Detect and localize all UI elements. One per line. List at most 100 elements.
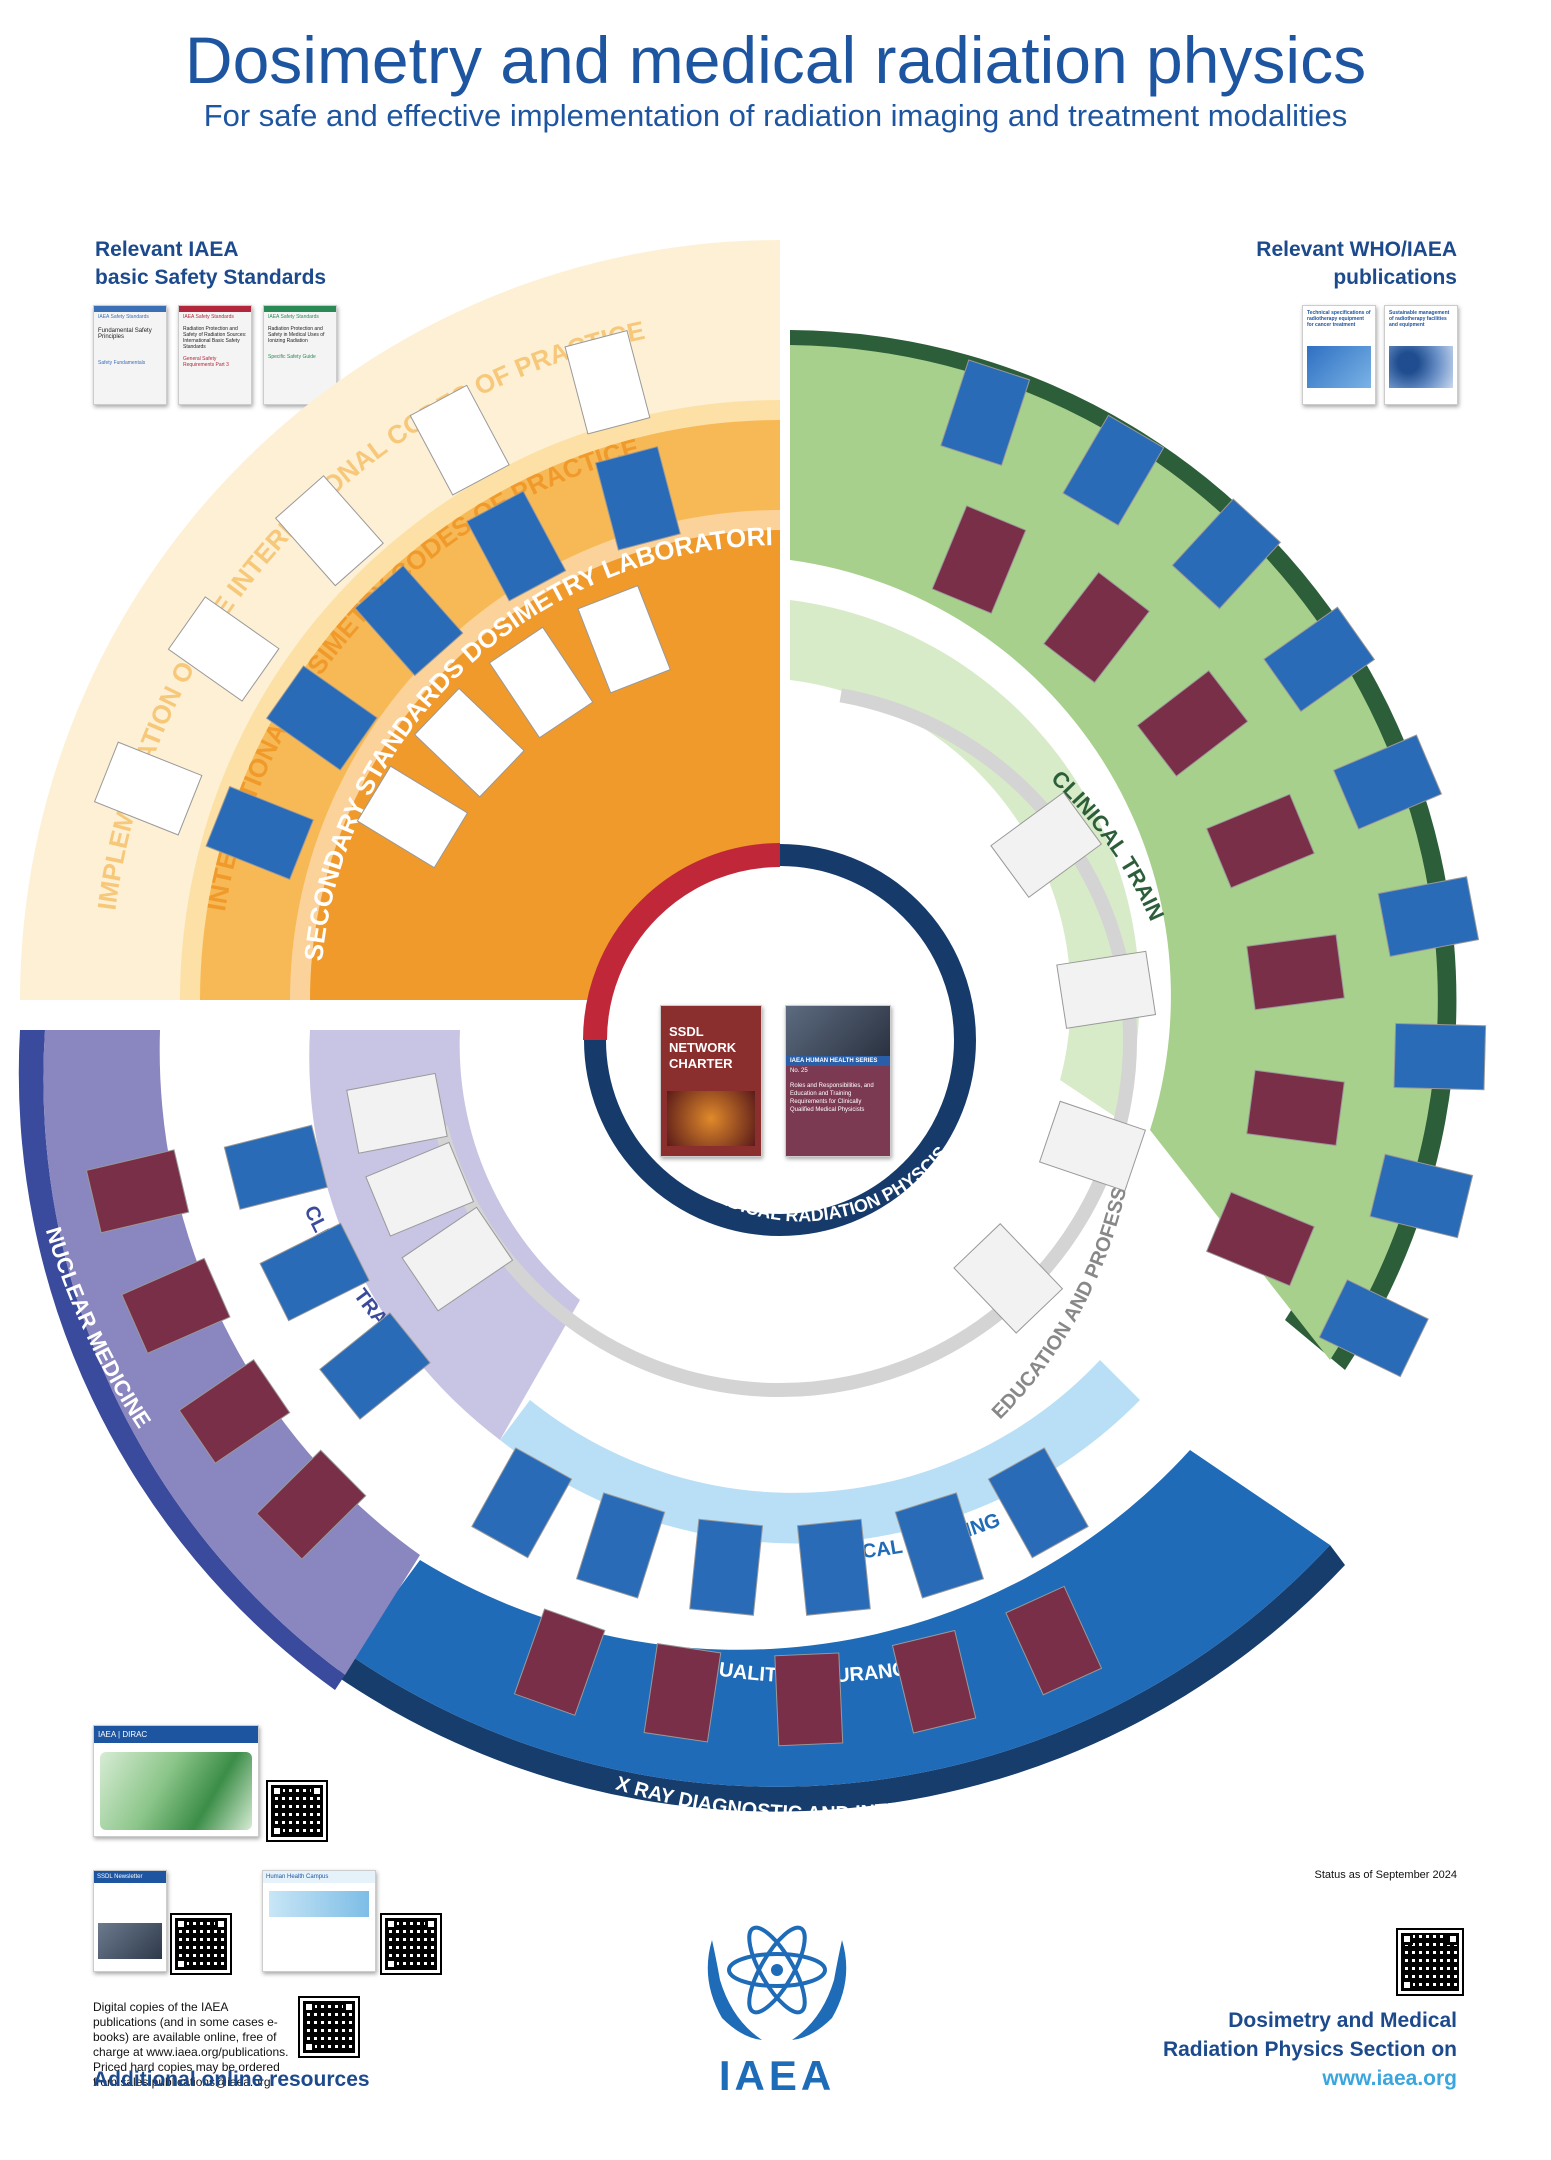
wheel-publication-thumb[interactable] xyxy=(354,564,464,677)
book-sustainable-management[interactable]: Sustainable management of radiotherapy f… xyxy=(1384,305,1458,405)
wheel-publication-thumb[interactable] xyxy=(894,1492,985,1599)
wheel-books xyxy=(85,330,1487,1747)
wheel-publication-thumb[interactable] xyxy=(891,1629,977,1734)
wheel-publication-thumb[interactable] xyxy=(796,1518,871,1616)
book-radiotherapy-equipment-specs[interactable]: Technical specifications of radiotherapy… xyxy=(1302,305,1376,405)
book-medical-uses-radiation[interactable]: IAEA Safety Standards Radiation Protecti… xyxy=(263,305,337,405)
wheel-publication-thumb[interactable] xyxy=(931,505,1027,615)
wheel-publication-thumb[interactable] xyxy=(1318,1279,1429,1378)
education-ring xyxy=(423,683,1137,1397)
wheel-publication-thumb[interactable] xyxy=(1043,571,1151,684)
wheel-publication-thumb[interactable] xyxy=(577,585,671,694)
wheel-publication-thumb[interactable] xyxy=(265,665,378,771)
wheel-publication-thumb[interactable] xyxy=(1205,1191,1315,1287)
wheel-publication-thumb[interactable] xyxy=(471,1447,573,1559)
band-xray xyxy=(350,1450,1330,1787)
human-health-campus-screenshot[interactable]: Human Health Campus xyxy=(262,1870,376,1972)
wheel-publication-thumb[interactable] xyxy=(513,1608,606,1716)
human-health-qr-code[interactable] xyxy=(380,1913,442,1975)
wheel-publication-thumb[interactable] xyxy=(1369,1153,1474,1239)
status-date: Status as of September 2024 xyxy=(1314,1869,1457,1881)
book-cover-graphic xyxy=(1389,346,1453,388)
dosimetry-arc xyxy=(583,843,781,1041)
wheel-publication-thumb[interactable] xyxy=(409,384,510,496)
band-xray-training xyxy=(500,1360,1140,1544)
iaea-logo: IAEA xyxy=(707,1925,847,2099)
wheel-publication-thumb[interactable] xyxy=(1005,1585,1103,1696)
wheel-publication-thumb[interactable] xyxy=(414,687,525,798)
wheel-publication-thumb[interactable] xyxy=(488,626,594,739)
wheel-publication-thumb[interactable] xyxy=(575,1492,666,1599)
wheel-publication-thumb[interactable] xyxy=(256,1449,367,1560)
wheel-publication-thumb[interactable] xyxy=(987,1447,1089,1559)
wheel-publication-thumb[interactable] xyxy=(121,1257,231,1354)
book-cover-graphic xyxy=(667,1091,755,1146)
dirac-qr-code[interactable] xyxy=(266,1780,328,1842)
wheel-publication-thumb[interactable] xyxy=(564,330,651,435)
wheel-publication-thumb[interactable] xyxy=(346,1072,448,1154)
wheel-publication-thumb[interactable] xyxy=(466,490,567,602)
section-qr-code[interactable] xyxy=(1396,1928,1464,1996)
wheel-publication-thumb[interactable] xyxy=(1062,414,1165,527)
ssdl-newsletter-qr-code[interactable] xyxy=(170,1913,232,1975)
book-cover-graphic xyxy=(1307,346,1371,388)
wheel-publication-thumb[interactable] xyxy=(1136,669,1249,777)
publications-qr-code[interactable] xyxy=(298,1996,360,2058)
wheel-publication-thumb[interactable] xyxy=(259,1222,370,1322)
additional-resources-heading: Additional online resources xyxy=(93,2068,370,2091)
book-roles-responsibilities[interactable]: IAEA HUMAN HEALTH SERIES No. 25 Roles an… xyxy=(785,1005,891,1157)
wheel-publication-thumb[interactable] xyxy=(205,785,314,880)
wheel-publication-thumb[interactable] xyxy=(167,596,280,702)
book-color-band xyxy=(179,306,251,312)
atom-icon xyxy=(727,1925,827,2015)
wheel-publication-thumb[interactable] xyxy=(274,475,384,587)
wheel-publication-thumb[interactable] xyxy=(953,1223,1064,1334)
wheel-publication-thumb[interactable] xyxy=(1038,1100,1147,1192)
wheel-publication-thumb[interactable] xyxy=(1246,1069,1345,1147)
wheel-publication-thumb[interactable] xyxy=(1263,606,1376,713)
digital-copies-note: Digital copies of the IAEA publications … xyxy=(93,2000,289,2089)
band-nm-dark xyxy=(18,1030,346,1690)
wheel-publication-thumb[interactable] xyxy=(1393,1023,1487,1091)
wheel-publication-thumb[interactable] xyxy=(1056,950,1157,1029)
who-iaea-heading: Relevant WHO/IAEA publications xyxy=(1256,238,1457,289)
wheel-publication-thumb[interactable] xyxy=(365,1141,475,1237)
wheel-publication-thumb[interactable] xyxy=(689,1518,764,1616)
wheel-publication-thumb[interactable] xyxy=(594,446,681,551)
campus-banner xyxy=(269,1891,369,1917)
section-website-link[interactable]: www.iaea.org xyxy=(1322,2067,1457,2090)
wheel-publication-thumb[interactable] xyxy=(940,359,1031,467)
iaea-logo-text: IAEA xyxy=(719,2052,835,2099)
page-title: Dosimetry and medical radiation physics xyxy=(184,23,1367,97)
wheel-publication-thumb[interactable] xyxy=(178,1358,291,1464)
wheel-publication-thumb[interactable] xyxy=(93,741,203,836)
book-fundamental-safety-principles[interactable]: IAEA Safety Standards Fundamental Safety… xyxy=(93,305,167,405)
wheel-publication-thumb[interactable] xyxy=(1171,498,1282,610)
wheel-publication-thumb[interactable] xyxy=(1332,734,1443,830)
laurel-icon xyxy=(707,1940,847,2040)
dirac-screenshot[interactable]: IAEA | DIRAC xyxy=(93,1725,259,1837)
wheel-publication-thumb[interactable] xyxy=(356,765,469,869)
world-map xyxy=(100,1752,252,1830)
wheel-publication-thumb[interactable] xyxy=(643,1642,722,1743)
wheel-publication-thumb[interactable] xyxy=(85,1149,190,1234)
page-subtitle: For safe and effective implementation of… xyxy=(203,98,1348,133)
wheel-publication-thumb[interactable] xyxy=(990,791,1103,898)
book-basic-safety-standards[interactable]: IAEA Safety Standards Radiation Protecti… xyxy=(178,305,252,405)
book-ssdl-network-charter[interactable]: SSDL NETWORK CHARTER xyxy=(660,1005,762,1157)
newsletter-photo xyxy=(98,1923,162,1959)
wheel-publication-thumb[interactable] xyxy=(1205,793,1315,889)
wheel-publication-thumb[interactable] xyxy=(774,1652,844,1747)
wheel-publication-thumb[interactable] xyxy=(1377,876,1480,958)
wheel-publication-thumb[interactable] xyxy=(319,1312,431,1420)
section-title: Dosimetry and Medical Radiation Physics … xyxy=(1163,2006,1457,2093)
book-color-band xyxy=(94,306,166,312)
wheel-publication-thumb[interactable] xyxy=(401,1206,514,1312)
ssdl-newsletter-screenshot[interactable]: SSDL Newsletter xyxy=(93,1870,167,1972)
safety-standards-heading: Relevant IAEA basic Safety Standards xyxy=(95,238,327,289)
book-cover-photo xyxy=(786,1006,890,1056)
book-color-band xyxy=(264,306,336,312)
wheel-publication-thumb[interactable] xyxy=(1246,933,1345,1011)
wheel-publication-thumb[interactable] xyxy=(223,1124,328,1210)
